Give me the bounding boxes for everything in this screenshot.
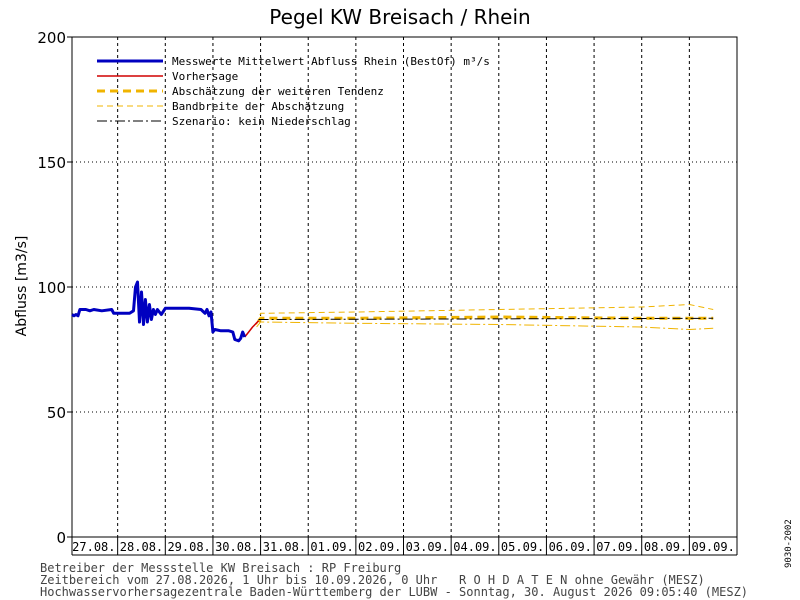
y-tick-label: 50 — [47, 404, 66, 422]
x-tick-label: 06.09. — [549, 540, 592, 554]
footer-source: Hochwasservorhersagezentrale Baden-Württ… — [40, 585, 749, 599]
x-tick-label: 03.09. — [406, 540, 449, 554]
y-tick-label: 100 — [37, 279, 66, 297]
legend-label: Bandbreite der Abschätzung — [172, 100, 344, 113]
legend: Messwerte Mittelwert Abfluss Rhein (Best… — [97, 55, 490, 128]
y-ticks: 0 50 100 150 200 — [37, 29, 72, 547]
x-tick-label: 30.08. — [215, 540, 258, 554]
y-tick-label: 200 — [37, 29, 66, 47]
legend-label: Vorhersage — [172, 70, 238, 83]
series-line-messwerte — [71, 280, 247, 343]
x-tick-label: 02.09. — [358, 540, 401, 554]
legend-label: Messwerte Mittelwert Abfluss Rhein (Best… — [172, 55, 490, 68]
x-tick-label: 29.08. — [167, 540, 210, 554]
series-line-vorhersage — [244, 320, 260, 338]
x-tick-label: 28.08. — [120, 540, 163, 554]
grid — [72, 37, 737, 537]
footer-time-range: Zeitbereich vom 27.08.2026, 1 Uhr bis 10… — [40, 573, 705, 587]
legend-label: Szenario: kein Niederschlag — [172, 115, 351, 128]
legend-label: Abschätzung der weiteren Tendenz — [172, 85, 384, 98]
x-tick-label: 05.09. — [501, 540, 544, 554]
x-axis: 27.08. 28.08. 29.08. 30.08. 31.08. 01.09. 02.0… — [71, 537, 738, 556]
series-line-bandbreite-unten — [256, 321, 714, 330]
series-group — [71, 280, 714, 343]
x-tick-label: 01.09. — [310, 540, 353, 554]
y-tick-label: 150 — [37, 154, 66, 172]
series-line-szenario — [258, 317, 714, 320]
footer-operator: Betreiber der Messstelle KW Breisach : R… — [40, 561, 402, 575]
x-tick-label: 08.09. — [644, 540, 687, 554]
x-tick-label: 04.09. — [453, 540, 496, 554]
x-tick-label: 09.09. — [691, 540, 734, 554]
y-tick-label: 0 — [56, 529, 66, 547]
station-code: 9030-2002 — [784, 519, 794, 568]
x-tick-label: 07.09. — [596, 540, 639, 554]
y-axis-label: Abfluss [m3/s] — [14, 236, 30, 337]
x-tick-label: 27.08. — [72, 540, 115, 554]
x-tick-label: 31.08. — [263, 540, 306, 554]
series-line-bandbreite-oben — [256, 304, 714, 325]
chart-title: Pegel KW Breisach / Rhein — [269, 5, 530, 29]
series-line-tendenz — [257, 315, 714, 323]
